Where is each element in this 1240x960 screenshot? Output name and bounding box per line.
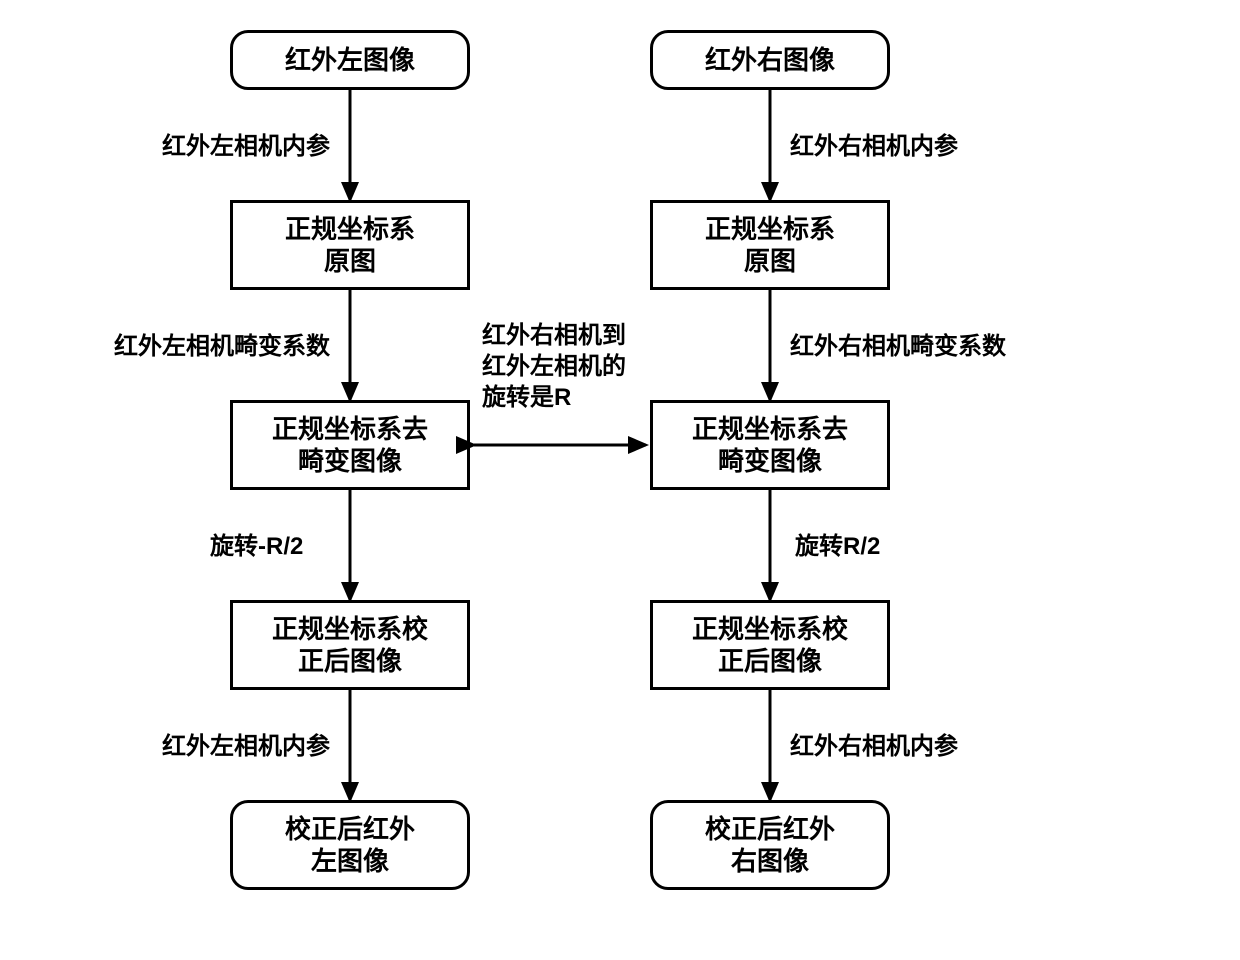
edge-label-R1R2: 红外右相机畸变系数 <box>790 331 1006 362</box>
node-L4: 校正后红外左图像 <box>230 800 470 890</box>
edge-label-L1L2: 红外左相机畸变系数 <box>114 331 330 362</box>
node-text: 正规坐标系原图 <box>705 213 835 278</box>
node-R4: 校正后红外右图像 <box>650 800 890 890</box>
node-text: 校正后红外右图像 <box>705 813 835 878</box>
edge-label-L0L1: 红外左相机内参 <box>162 131 330 162</box>
node-R3: 正规坐标系校正后图像 <box>650 600 890 690</box>
node-R2: 正规坐标系去畸变图像 <box>650 400 890 490</box>
edge-label-R3R4: 红外右相机内参 <box>790 731 958 762</box>
node-L3: 正规坐标系校正后图像 <box>230 600 470 690</box>
node-text: 校正后红外左图像 <box>285 813 415 878</box>
node-R0: 红外右图像 <box>650 30 890 90</box>
node-text: 正规坐标系原图 <box>285 213 415 278</box>
node-text: 红外右图像 <box>705 44 835 77</box>
flowchart-canvas: 红外左图像 正规坐标系原图 正规坐标系去畸变图像 正规坐标系校正后图像 校正后红… <box>0 0 1240 960</box>
edge-label-R0R1: 红外右相机内参 <box>790 131 958 162</box>
edge-label-bidir: 红外右相机到红外左相机的旋转是R <box>482 320 626 414</box>
node-text: 正规坐标系去畸变图像 <box>272 413 428 478</box>
node-text: 正规坐标系去畸变图像 <box>692 413 848 478</box>
edge-label-R2R3: 旋转R/2 <box>795 531 880 562</box>
edge-label-L3L4: 红外左相机内参 <box>162 731 330 762</box>
node-L2: 正规坐标系去畸变图像 <box>230 400 470 490</box>
node-text: 正规坐标系校正后图像 <box>692 613 848 678</box>
edge-label-L2L3: 旋转-R/2 <box>210 531 303 562</box>
node-text: 正规坐标系校正后图像 <box>272 613 428 678</box>
node-L0: 红外左图像 <box>230 30 470 90</box>
node-text: 红外左图像 <box>285 44 415 77</box>
node-L1: 正规坐标系原图 <box>230 200 470 290</box>
node-R1: 正规坐标系原图 <box>650 200 890 290</box>
